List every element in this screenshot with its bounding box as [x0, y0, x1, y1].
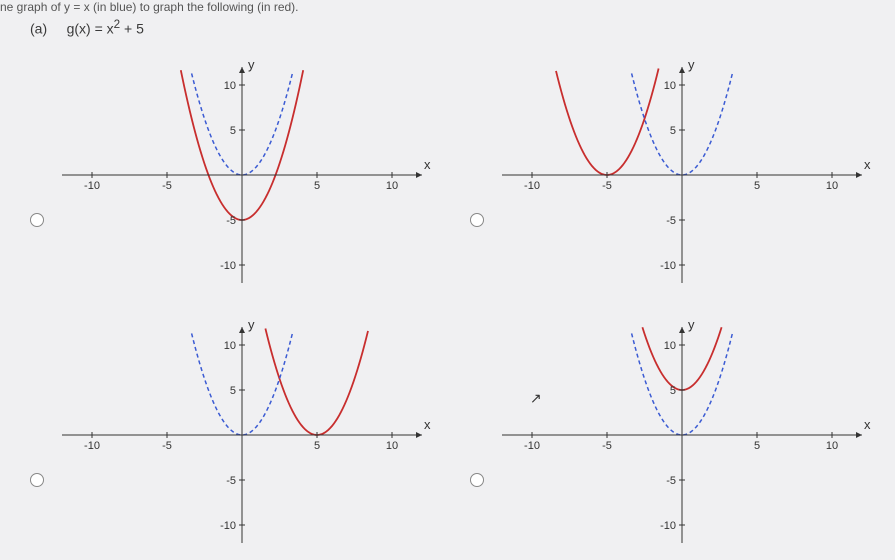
svg-text:5: 5: [670, 385, 676, 397]
chart-option-c[interactable]: -10 -5 5 10 -10 -5 5 10 x y: [30, 310, 450, 560]
svg-text:y: y: [248, 317, 255, 332]
equation-suffix: + 5: [120, 21, 144, 37]
radio-c[interactable]: [30, 473, 44, 487]
chart-a: -10 -5 5 10 -10 -5 5 10 x y: [52, 55, 432, 295]
radio-a[interactable]: [30, 213, 44, 227]
svg-text:5: 5: [670, 125, 676, 137]
header-partial-text: ne graph of y = x (in blue) to graph the…: [0, 0, 299, 14]
svg-text:-10: -10: [220, 260, 236, 272]
svg-text:x: x: [424, 417, 431, 432]
svg-text:5: 5: [230, 125, 236, 137]
svg-text:x: x: [864, 157, 871, 172]
svg-text:-10: -10: [524, 440, 540, 452]
svg-text:10: 10: [386, 180, 398, 192]
radio-b[interactable]: [470, 213, 484, 227]
svg-text:10: 10: [224, 80, 236, 92]
svg-text:-10: -10: [220, 520, 236, 532]
svg-text:y: y: [688, 317, 695, 332]
chart-c: -10 -5 5 10 -10 -5 5 10 x y: [52, 315, 432, 555]
svg-text:-5: -5: [602, 440, 612, 452]
radio-d[interactable]: [470, 473, 484, 487]
svg-text:-5: -5: [226, 475, 236, 487]
svg-text:-10: -10: [660, 260, 676, 272]
svg-text:5: 5: [754, 180, 760, 192]
svg-text:-10: -10: [84, 180, 100, 192]
svg-text:5: 5: [314, 440, 320, 452]
svg-text:-5: -5: [602, 180, 612, 192]
svg-text:-10: -10: [84, 440, 100, 452]
chart-b: -10 -5 5 10 -10 -5 5 10 x y: [492, 55, 872, 295]
svg-text:5: 5: [754, 440, 760, 452]
svg-text:-10: -10: [524, 180, 540, 192]
svg-text:10: 10: [826, 440, 838, 452]
svg-text:5: 5: [230, 385, 236, 397]
svg-text:5: 5: [314, 180, 320, 192]
equation-prefix: g(x) = x: [67, 21, 114, 37]
svg-text:-10: -10: [660, 520, 676, 532]
svg-text:10: 10: [664, 340, 676, 352]
chart-option-b[interactable]: -10 -5 5 10 -10 -5 5 10 x y: [470, 50, 890, 300]
svg-text:10: 10: [826, 180, 838, 192]
svg-text:10: 10: [664, 80, 676, 92]
svg-text:-5: -5: [162, 440, 172, 452]
svg-text:10: 10: [224, 340, 236, 352]
svg-text:10: 10: [386, 440, 398, 452]
svg-text:y: y: [248, 57, 255, 72]
svg-text:-5: -5: [666, 475, 676, 487]
svg-text:-5: -5: [226, 215, 236, 227]
svg-text:y: y: [688, 57, 695, 72]
svg-text:-5: -5: [162, 180, 172, 192]
question-label: (a): [30, 21, 47, 37]
svg-text:x: x: [864, 417, 871, 432]
chart-d: -10 -5 5 10 -10 -5 5 10 x y: [492, 315, 872, 555]
chart-option-a[interactable]: -10 -5 5 10 -10 -5 5 10 x y: [30, 50, 450, 300]
chart-option-d[interactable]: -10 -5 5 10 -10 -5 5 10 x y: [470, 310, 890, 560]
svg-text:x: x: [424, 157, 431, 172]
question-line: (a) g(x) = x2 + 5: [30, 18, 144, 37]
cursor-icon: ↖: [530, 390, 542, 407]
svg-text:-5: -5: [666, 215, 676, 227]
charts-grid: -10 -5 5 10 -10 -5 5 10 x y -10 -5 5 10 -10 -5 5 10 x y -1…: [30, 50, 890, 560]
